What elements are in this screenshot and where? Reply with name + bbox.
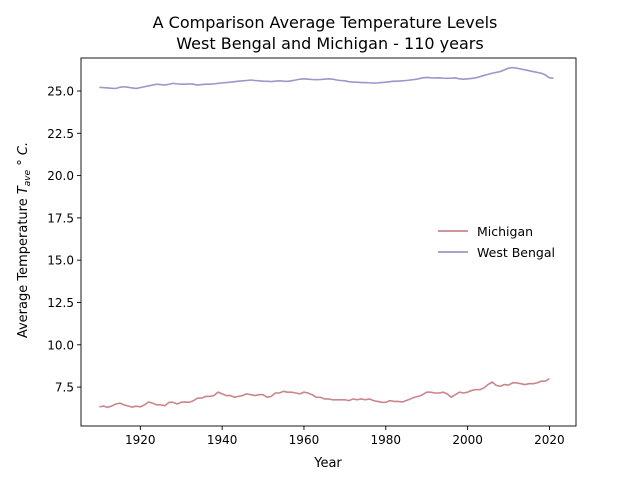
axes-frame [80,57,577,427]
y-axis-label-suffix: ° C. [16,142,31,170]
legend: Michigan West Bengal [438,224,555,260]
x-axis-ticks: 1920 1940 1960 1980 2000 2020 [125,426,565,447]
y-tick-label: 17.5 [47,211,74,225]
y-tick-label: 22.5 [47,127,74,141]
x-tick-label: 1920 [125,433,156,447]
y-tick-label: 10.0 [47,338,74,352]
x-tick-label: 2020 [534,433,565,447]
y-tick-label: 20.0 [47,169,74,183]
series-line-michigan [99,377,550,409]
y-tick-label: 25.0 [47,84,74,98]
x-tick-label: 2000 [452,433,483,447]
legend-label-michigan: Michigan [477,224,533,239]
y-axis-label-symbol: T [16,185,31,194]
series-layer [99,66,554,409]
chart-subtitle: West Bengal and Michigan - 110 years [176,34,483,53]
x-tick-label: 1940 [207,433,238,447]
chart-title: A Comparison Average Temperature Levels [153,13,498,32]
y-axis-ticks: 7.5 10.0 12.5 15.0 17.5 20.0 22.5 25.0 [47,84,81,395]
series-line-west-bengal [99,66,554,90]
x-axis-label: Year [313,456,342,471]
y-tick-label: 15.0 [47,254,74,268]
y-axis-label-subscript: ave [23,169,33,186]
y-tick-label: 12.5 [47,296,74,310]
x-tick-label: 1960 [289,433,320,447]
y-axis-label-prefix: Average Temperature [16,194,31,338]
legend-label-west-bengal: West Bengal [477,245,555,260]
plot-area: 1920 1940 1960 1980 2000 2020 7.5 10.0 12.5 15.0… [47,57,577,447]
y-tick-label: 7.5 [55,381,74,395]
x-tick-label: 1980 [370,433,401,447]
y-axis-label: Average Temperature Tave ° C. [16,142,33,338]
